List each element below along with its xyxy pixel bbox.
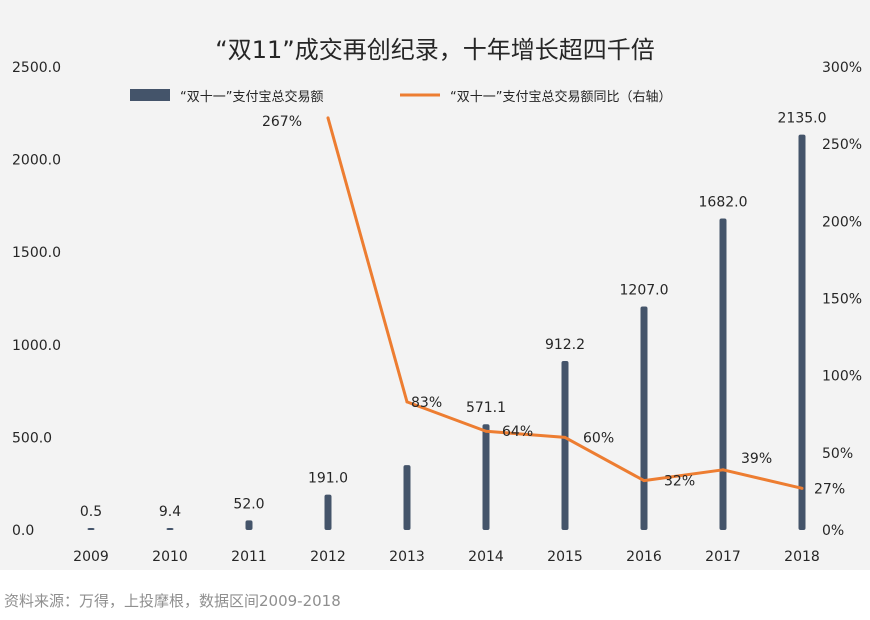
legend-bar-swatch <box>130 89 170 101</box>
line-value-label: 27% <box>814 481 845 497</box>
right-tick-label: 250% <box>822 137 862 153</box>
bar-series <box>87 134 806 531</box>
x-tick-label: 2018 <box>784 549 820 565</box>
right-tick-label: 100% <box>822 369 862 385</box>
combo-chart: “双11”成交再创纪录，十年增长超四千倍 “双十一”支付宝总交易额 “双十一”支… <box>12 36 862 565</box>
x-tick-label: 2017 <box>705 549 741 565</box>
line-value-label: 83% <box>411 395 442 411</box>
legend-bar-label: “双十一”支付宝总交易额 <box>180 89 323 105</box>
x-tick-label: 2015 <box>547 549 583 565</box>
line-point <box>563 435 567 439</box>
bar-value-label: 912.2 <box>545 337 585 353</box>
right-tick-label: 0% <box>822 523 844 539</box>
chart-panel: “双11”成交再创纪录，十年增长超四千倍 “双十一”支付宝总交易额 “双十一”支… <box>0 0 870 570</box>
bar-value-label: 9.4 <box>159 504 181 520</box>
line-point <box>405 400 409 404</box>
bar <box>798 134 806 530</box>
legend: “双十一”支付宝总交易额 “双十一”支付宝总交易额同比（右轴） <box>130 89 671 105</box>
bar-value-label: 52.0 <box>233 496 264 512</box>
line-value-labels: 267% 83% 64% 60% 32% 39% 27% <box>262 114 845 497</box>
bar-value-label: 1207.0 <box>620 282 669 298</box>
x-tick-label: 2011 <box>231 549 267 565</box>
x-tick-label: 2016 <box>626 549 662 565</box>
bar <box>719 218 727 531</box>
bar <box>403 465 411 530</box>
line-point <box>484 429 488 433</box>
left-tick-label: 1000.0 <box>12 338 61 354</box>
bar-value-label: 571.1 <box>466 400 506 416</box>
x-tick-label: 2009 <box>73 549 109 565</box>
bar-value-label: 2135.0 <box>778 111 827 127</box>
right-tick-label: 50% <box>822 446 853 462</box>
line-point <box>326 116 330 120</box>
x-tick-label: 2013 <box>389 549 425 565</box>
right-tick-label: 200% <box>822 214 862 230</box>
bar <box>640 306 648 530</box>
line-value-label: 60% <box>583 430 614 446</box>
bar <box>245 520 253 530</box>
left-tick-label: 500.0 <box>12 430 52 446</box>
line-value-label: 267% <box>262 114 302 130</box>
left-tick-label: 0.0 <box>12 523 34 539</box>
left-tick-label: 1500.0 <box>12 245 61 261</box>
source-note: 资料来源：万得，上投摩根，数据区间2009-2018 <box>4 592 341 610</box>
x-tick-label: 2014 <box>468 549 504 565</box>
bar <box>561 361 569 530</box>
bar-value-label: 1682.0 <box>699 194 748 210</box>
left-tick-label: 2000.0 <box>12 153 61 169</box>
right-tick-label: 300% <box>822 60 862 76</box>
bar-value-label: 0.5 <box>80 504 102 520</box>
chart-title: “双11”成交再创纪录，十年增长超四千倍 <box>215 36 654 64</box>
line-value-label: 39% <box>741 451 772 467</box>
x-tick-label: 2010 <box>152 549 188 565</box>
line-point <box>800 486 804 490</box>
line-value-label: 64% <box>502 424 533 440</box>
bar <box>87 528 95 530</box>
bar-value-labels: 0.5 9.4 52.0 191.0 571.1 912.2 1207.0 1682.0 213… <box>80 111 827 520</box>
line-series <box>326 116 804 490</box>
bar-value-label: 191.0 <box>308 471 348 487</box>
line-value-label: 32% <box>664 474 695 490</box>
bar <box>324 494 332 530</box>
x-axis: 2009 2010 2011 2012 2013 2014 2015 2016 2017 2018 <box>73 549 820 565</box>
right-y-axis: 0% 50% 100% 150% 200% 250% 300% <box>822 60 862 539</box>
left-tick-label: 2500.0 <box>12 60 61 76</box>
bar <box>482 424 490 530</box>
legend-line-label: “双十一”支付宝总交易额同比（右轴） <box>450 89 671 105</box>
left-y-axis: 0.0 500.0 1000.0 1500.0 2000.0 2500.0 <box>12 60 61 539</box>
x-tick-label: 2012 <box>310 549 346 565</box>
line-point <box>721 468 725 472</box>
line-point <box>642 479 646 483</box>
bar <box>166 528 174 530</box>
right-tick-label: 150% <box>822 292 862 308</box>
